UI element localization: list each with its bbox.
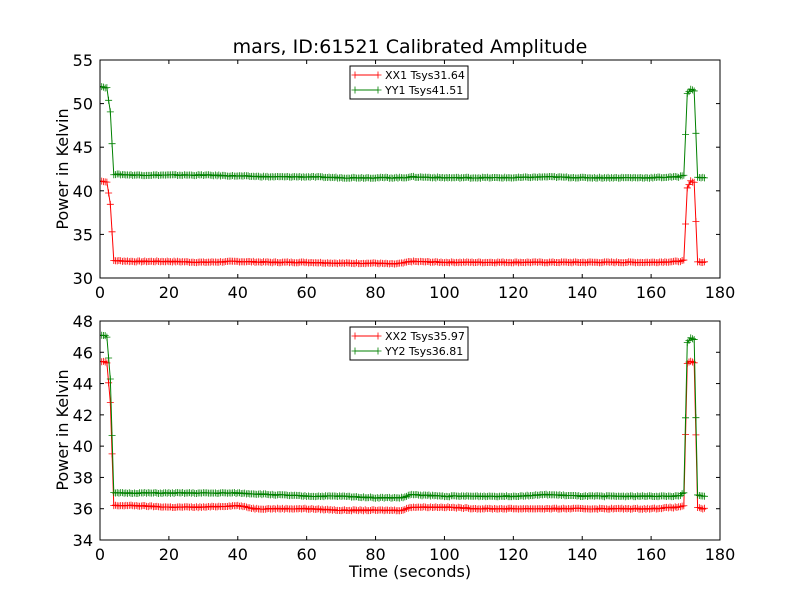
x-tick-label: 60: [296, 545, 316, 564]
x-tick-label: 80: [365, 545, 385, 564]
axes-frame: [99, 59, 721, 279]
series-group: [100, 331, 708, 515]
x-tick-label: 20: [159, 283, 179, 302]
y-tick-label: 55: [73, 51, 93, 70]
y-tick-label: 38: [73, 468, 93, 487]
chart-title: mars, ID:61521 Calibrated Amplitude: [233, 36, 588, 58]
x-tick-label: 180: [705, 545, 736, 564]
x-tick-label: 60: [296, 283, 316, 302]
plot-area-bottom: 0 20 40 60 80 100 120 140 160 180 34 36 38 40 42 44 46 48…: [73, 312, 736, 564]
y-tick-label: 50: [73, 95, 93, 114]
y-tick-label: 46: [73, 343, 93, 362]
series-yy2-markers: [100, 331, 708, 502]
y-tick-label: 45: [73, 138, 93, 157]
y-tick-label: 40: [73, 182, 93, 201]
legend: XX1 Tsys31.64 YY1 Tsys41.51: [349, 65, 469, 100]
y-axis-label: Power in Kelvin: [53, 108, 72, 229]
x-tick-label: 0: [95, 283, 105, 302]
y-tick-label: 42: [73, 406, 93, 425]
axes-frame: [99, 320, 721, 541]
legend: XX2 Tsys35.97 YY2 Tsys36.81: [349, 326, 469, 361]
x-tick-label: 100: [429, 545, 460, 564]
x-tick-label: 140: [567, 545, 598, 564]
plot-area-top: 0 20 40 60 80 100 120 140 160 180 30 35 40 45 50 55 XX1 …: [73, 51, 736, 302]
y-tick-label: 30: [73, 269, 93, 288]
x-axis-label-bottom: Time (seconds): [348, 562, 471, 581]
y-tick-label: 48: [73, 312, 93, 331]
x-tick-label: 40: [228, 545, 248, 564]
x-tick-label: 100: [429, 283, 460, 302]
y-tick-label: 36: [73, 500, 93, 519]
x-tick-label: 40: [228, 283, 248, 302]
x-tick-label: 20: [159, 545, 179, 564]
x-tick-label: 120: [498, 283, 529, 302]
x-tick-label: 160: [636, 545, 667, 564]
bottom-subplot: Power in Kelvin Time (seconds) 0 20 40 60 80…: [53, 312, 735, 581]
top-subplot: mars, ID:61521 Calibrated Amplitude Powe…: [53, 36, 735, 302]
legend-box: [349, 65, 469, 100]
x-tick-label: 140: [567, 283, 598, 302]
series-xx1-markers: [100, 177, 708, 268]
x-tick-label: 0: [95, 545, 105, 564]
legend-yy1-marker: [351, 86, 382, 94]
x-tick-label: 120: [498, 545, 529, 564]
legend-xx2-marker: [351, 332, 382, 340]
legend-box: [349, 326, 469, 361]
y-tick-label: 44: [73, 375, 93, 394]
legend-xx1-label: XX1 Tsys31.64: [385, 69, 465, 82]
legend-xx1-marker: [351, 71, 382, 79]
y-tick-label: 40: [73, 437, 93, 456]
legend-yy2-marker: [351, 347, 382, 355]
series-yy1-markers: [100, 83, 708, 182]
legend-yy1-label: YY1 Tsys41.51: [384, 84, 463, 97]
series-xx2-markers: [100, 357, 708, 515]
x-tick-label: 180: [705, 283, 736, 302]
x-tick-label: 80: [365, 283, 385, 302]
y-tick-label: 34: [73, 531, 93, 550]
series-group: [100, 83, 708, 268]
y-tick-label: 35: [73, 225, 93, 244]
legend-xx2-label: XX2 Tsys35.97: [385, 330, 465, 343]
legend-yy2-label: YY2 Tsys36.81: [384, 345, 463, 358]
x-tick-label: 160: [636, 283, 667, 302]
y-axis-label-bottom: Power in Kelvin: [53, 369, 72, 490]
